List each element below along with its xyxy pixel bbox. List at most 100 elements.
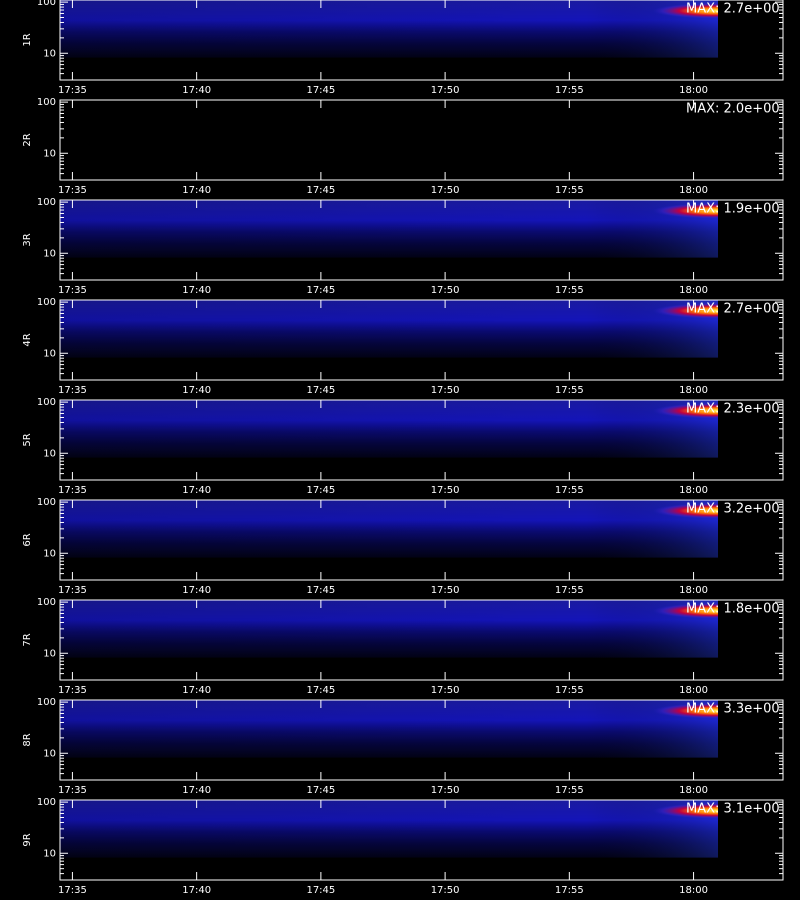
y-tick-label: 100 xyxy=(37,597,56,608)
max-label: MAX: 3.1e+00 xyxy=(686,802,780,817)
x-tick-label: 18:00 xyxy=(679,685,708,696)
spectrogram-peak xyxy=(421,600,718,636)
y-axis-label: 4R xyxy=(22,333,33,346)
spectrogram-peak xyxy=(421,400,718,436)
plot-frame xyxy=(59,199,784,281)
max-label: MAX: 3.2e+00 xyxy=(686,502,780,517)
plot-frame xyxy=(59,599,784,681)
max-label: MAX: 1.9e+00 xyxy=(686,202,780,217)
spectrogram-peak xyxy=(421,500,718,536)
plot-frame xyxy=(59,99,784,181)
y-tick-label: 10 xyxy=(43,648,56,659)
spectrogram-peak xyxy=(421,700,718,736)
x-tick-label: 17:50 xyxy=(431,585,460,596)
x-tick-label: 17:35 xyxy=(58,685,87,696)
x-tick-label: 17:55 xyxy=(555,885,584,896)
x-tick-label: 17:40 xyxy=(182,485,211,496)
x-tick-label: 18:00 xyxy=(679,585,708,596)
x-tick-label: 17:40 xyxy=(182,85,211,96)
x-tick-label: 17:45 xyxy=(306,485,335,496)
y-tick-label: 100 xyxy=(37,497,56,508)
max-label: MAX: 2.0e+00 xyxy=(686,102,780,117)
x-tick-label: 17:40 xyxy=(182,285,211,296)
x-tick-label: 17:55 xyxy=(555,685,584,696)
max-label: MAX: 2.3e+00 xyxy=(686,402,780,417)
x-tick-label: 17:45 xyxy=(306,85,335,96)
x-tick-label: 17:35 xyxy=(58,185,87,196)
x-tick-label: 17:35 xyxy=(58,885,87,896)
x-tick-label: 17:50 xyxy=(431,885,460,896)
x-tick-label: 17:55 xyxy=(555,485,584,496)
y-tick-label: 100 xyxy=(37,0,56,8)
y-tick-label: 10 xyxy=(43,248,56,259)
x-tick-label: 17:40 xyxy=(182,885,211,896)
x-tick-label: 17:55 xyxy=(555,85,584,96)
y-tick-label: 100 xyxy=(37,297,56,308)
spectrogram-peak xyxy=(421,200,718,236)
y-tick-label: 100 xyxy=(37,97,56,108)
y-tick-label: 10 xyxy=(43,848,56,859)
x-tick-label: 18:00 xyxy=(679,785,708,796)
y-tick-label: 100 xyxy=(37,197,56,208)
x-tick-label: 18:00 xyxy=(679,85,708,96)
plot-frame xyxy=(59,699,784,781)
max-label: MAX: 2.7e+00 xyxy=(686,2,780,17)
x-tick-label: 17:45 xyxy=(306,885,335,896)
x-tick-label: 17:45 xyxy=(306,185,335,196)
y-tick-label: 100 xyxy=(37,697,56,708)
y-tick-label: 10 xyxy=(43,348,56,359)
x-tick-label: 17:35 xyxy=(58,385,87,396)
max-label: MAX: 2.7e+00 xyxy=(686,302,780,317)
x-tick-label: 18:00 xyxy=(679,185,708,196)
y-axis-label: 3R xyxy=(22,233,33,246)
x-tick-label: 17:40 xyxy=(182,385,211,396)
y-axis-label: 2R xyxy=(22,133,33,146)
x-tick-label: 18:00 xyxy=(679,285,708,296)
x-tick-label: 17:50 xyxy=(431,185,460,196)
x-tick-label: 17:35 xyxy=(58,785,87,796)
y-axis-label: 5R xyxy=(22,433,33,446)
x-tick-label: 17:35 xyxy=(58,585,87,596)
spectrogram-peak xyxy=(421,0,718,36)
plot-frame xyxy=(59,0,784,81)
x-tick-label: 17:55 xyxy=(555,185,584,196)
spectrogram-peak xyxy=(421,300,718,336)
x-tick-label: 18:00 xyxy=(679,885,708,896)
y-tick-label: 100 xyxy=(37,397,56,408)
x-tick-label: 17:50 xyxy=(431,385,460,396)
x-tick-label: 17:55 xyxy=(555,785,584,796)
plot-frame xyxy=(59,399,784,481)
y-axis-label: 8R xyxy=(22,733,33,746)
y-axis-label: 1R xyxy=(22,33,33,46)
x-tick-label: 17:45 xyxy=(306,785,335,796)
x-tick-label: 17:40 xyxy=(182,585,211,596)
max-label: MAX: 1.8e+00 xyxy=(686,602,780,617)
x-tick-label: 17:50 xyxy=(431,85,460,96)
x-tick-label: 18:00 xyxy=(679,385,708,396)
plot-frame xyxy=(59,499,784,581)
y-tick-label: 10 xyxy=(43,448,56,459)
x-tick-label: 17:40 xyxy=(182,185,211,196)
y-tick-label: 10 xyxy=(43,148,56,159)
x-tick-label: 17:40 xyxy=(182,685,211,696)
x-tick-label: 18:00 xyxy=(679,485,708,496)
y-axis-label: 7R xyxy=(22,633,33,646)
x-tick-label: 17:45 xyxy=(306,685,335,696)
x-tick-label: 17:40 xyxy=(182,785,211,796)
y-axis-label: 9R xyxy=(22,833,33,846)
x-tick-label: 17:35 xyxy=(58,85,87,96)
y-tick-label: 100 xyxy=(37,797,56,808)
x-tick-label: 17:45 xyxy=(306,385,335,396)
x-tick-label: 17:35 xyxy=(58,485,87,496)
y-tick-label: 10 xyxy=(43,548,56,559)
x-tick-label: 17:50 xyxy=(431,685,460,696)
x-tick-label: 17:45 xyxy=(306,285,335,296)
y-tick-label: 10 xyxy=(43,748,56,759)
x-tick-label: 17:35 xyxy=(58,285,87,296)
y-tick-label: 10 xyxy=(43,48,56,59)
plot-frame xyxy=(59,299,784,381)
x-tick-label: 17:50 xyxy=(431,285,460,296)
x-tick-label: 17:55 xyxy=(555,585,584,596)
plot-frame xyxy=(59,799,784,881)
